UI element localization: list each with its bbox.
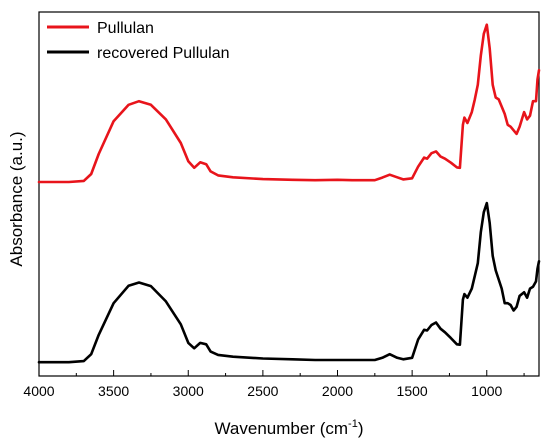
plot-area-frame	[38, 11, 540, 377]
x-tick-label: 2000	[322, 383, 353, 399]
y-axis-label: Absorbance (a.u.)	[7, 131, 26, 266]
x-tick-label: 4000	[23, 383, 54, 399]
x-axis-ticks: 4000 3500 3000 2500 2000 1500 1000	[23, 370, 525, 399]
x-axis-label-superscript: -1	[348, 418, 358, 430]
x-axis-label-main: Wavenumber (cm	[215, 419, 349, 438]
series-line-pullulan	[37, 23, 541, 184]
series-line-recovered-pullulan	[37, 201, 541, 364]
x-axis-label-end: )	[358, 419, 364, 438]
x-tick-label: 3500	[98, 383, 129, 399]
x-axis-label: Wavenumber (cm-1)	[215, 418, 364, 438]
legend-label-pullulan: Pullulan	[97, 20, 154, 37]
x-tick-label: 1000	[471, 383, 502, 399]
series-layer	[37, 23, 541, 364]
legend: Pullulan recovered Pullulan	[47, 20, 230, 62]
x-tick-label: 1500	[397, 383, 428, 399]
legend-label-recovered-pullulan: recovered Pullulan	[97, 45, 230, 62]
x-tick-label: 2500	[247, 383, 278, 399]
x-tick-label: 3000	[173, 383, 204, 399]
